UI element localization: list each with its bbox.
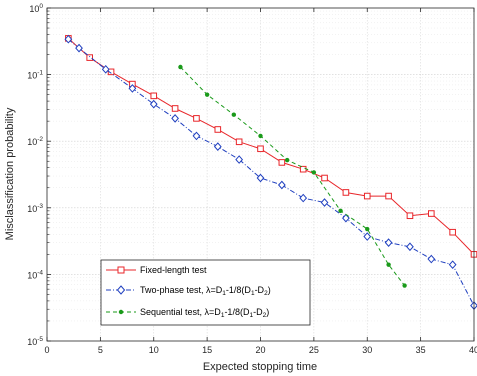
data-point xyxy=(321,174,328,182)
data-point xyxy=(86,54,94,61)
y-tick-label: 10-3 xyxy=(27,203,43,214)
data-point xyxy=(363,192,371,200)
data-point xyxy=(231,112,237,117)
data-point xyxy=(257,145,264,153)
data-point xyxy=(171,105,179,112)
data-point xyxy=(64,34,73,44)
data-point xyxy=(204,92,210,97)
data-point xyxy=(277,180,286,190)
legend-marker-two-phase xyxy=(116,285,126,295)
data-point xyxy=(256,173,265,183)
data-point xyxy=(278,159,286,166)
legend-box xyxy=(100,259,311,326)
data-point xyxy=(386,262,391,267)
data-point xyxy=(258,133,263,139)
series-0 xyxy=(65,35,477,258)
data-point xyxy=(235,138,243,146)
data-point xyxy=(449,228,456,236)
tick-layer: 0 5 10 15 20 25 30 35 40 100 10-1 10-2 10-3 10-4 10-5 xyxy=(27,3,477,355)
data-point xyxy=(384,238,393,247)
x-tick-label: 10 xyxy=(149,345,159,355)
data-point xyxy=(342,189,350,196)
data-point xyxy=(311,170,317,175)
data-point xyxy=(214,126,222,133)
legend-label-sequential: Sequential test, λ=D1-1/8(D1-D2) xyxy=(140,307,269,319)
data-point xyxy=(213,142,222,151)
data-point xyxy=(178,64,183,70)
data-point xyxy=(385,192,392,200)
data-point xyxy=(365,226,370,232)
x-tick-label: 0 xyxy=(44,345,49,355)
x-tick-label: 20 xyxy=(255,345,265,355)
legend-label-two-phase: Two-phase test, λ=D1-1/8(D1-D2) xyxy=(140,285,271,297)
data-point xyxy=(448,260,457,270)
series-line-1 xyxy=(67,38,475,306)
data-point xyxy=(192,131,201,141)
data-point xyxy=(171,114,179,123)
data-point xyxy=(235,155,244,164)
data-point xyxy=(299,193,308,203)
data-point xyxy=(75,43,83,53)
data-point xyxy=(284,157,290,163)
x-tick-label: 40 xyxy=(469,345,477,355)
y-tick-label: 100 xyxy=(29,3,43,14)
x-tick-label: 5 xyxy=(98,345,103,355)
series-layer xyxy=(64,34,477,310)
series-1 xyxy=(64,34,477,310)
y-tick-label: 10-1 xyxy=(27,70,43,81)
y-tick-label: 10-4 xyxy=(27,269,43,280)
legend-entry-fixed-length: Fixed-length test xyxy=(106,265,207,275)
data-point xyxy=(299,165,307,173)
y-tick-label: 10-5 xyxy=(27,336,43,347)
data-point xyxy=(338,208,343,214)
legend-label-fixed: Fixed-length test xyxy=(140,265,207,275)
data-point xyxy=(406,212,414,220)
data-point xyxy=(406,242,414,252)
data-point xyxy=(320,198,329,207)
x-tick-label: 30 xyxy=(362,345,372,355)
x-tick-label: 25 xyxy=(309,345,319,355)
data-point xyxy=(342,213,350,223)
data-point xyxy=(402,283,407,288)
legend-marker-sequential xyxy=(118,309,124,315)
data-point xyxy=(193,115,200,122)
y-axis-label: Misclassification probability xyxy=(4,107,16,240)
data-point xyxy=(128,84,137,93)
legend: Fixed-length test Two-phase test, λ=D1-1… xyxy=(100,259,311,326)
data-point xyxy=(427,254,436,264)
series-line-0 xyxy=(67,38,475,255)
data-point xyxy=(101,64,110,74)
legend-entry-sequential: Sequential test, λ=D1-1/8(D1-D2) xyxy=(106,307,269,319)
legend-marker-fixed xyxy=(117,266,125,274)
series-line-2 xyxy=(180,66,405,286)
series-2 xyxy=(178,64,407,288)
x-tick-label: 15 xyxy=(202,345,212,355)
x-tick-label: 35 xyxy=(416,345,426,355)
data-point xyxy=(150,92,158,100)
y-tick-label: 10-2 xyxy=(27,136,43,147)
data-point xyxy=(428,210,435,217)
legend-entry-two-phase: Two-phase test, λ=D1-1/8(D1-D2) xyxy=(106,285,271,297)
data-point xyxy=(107,68,115,76)
data-point xyxy=(363,232,372,241)
x-axis-label: Expected stopping time xyxy=(203,361,317,373)
data-point xyxy=(149,99,158,109)
